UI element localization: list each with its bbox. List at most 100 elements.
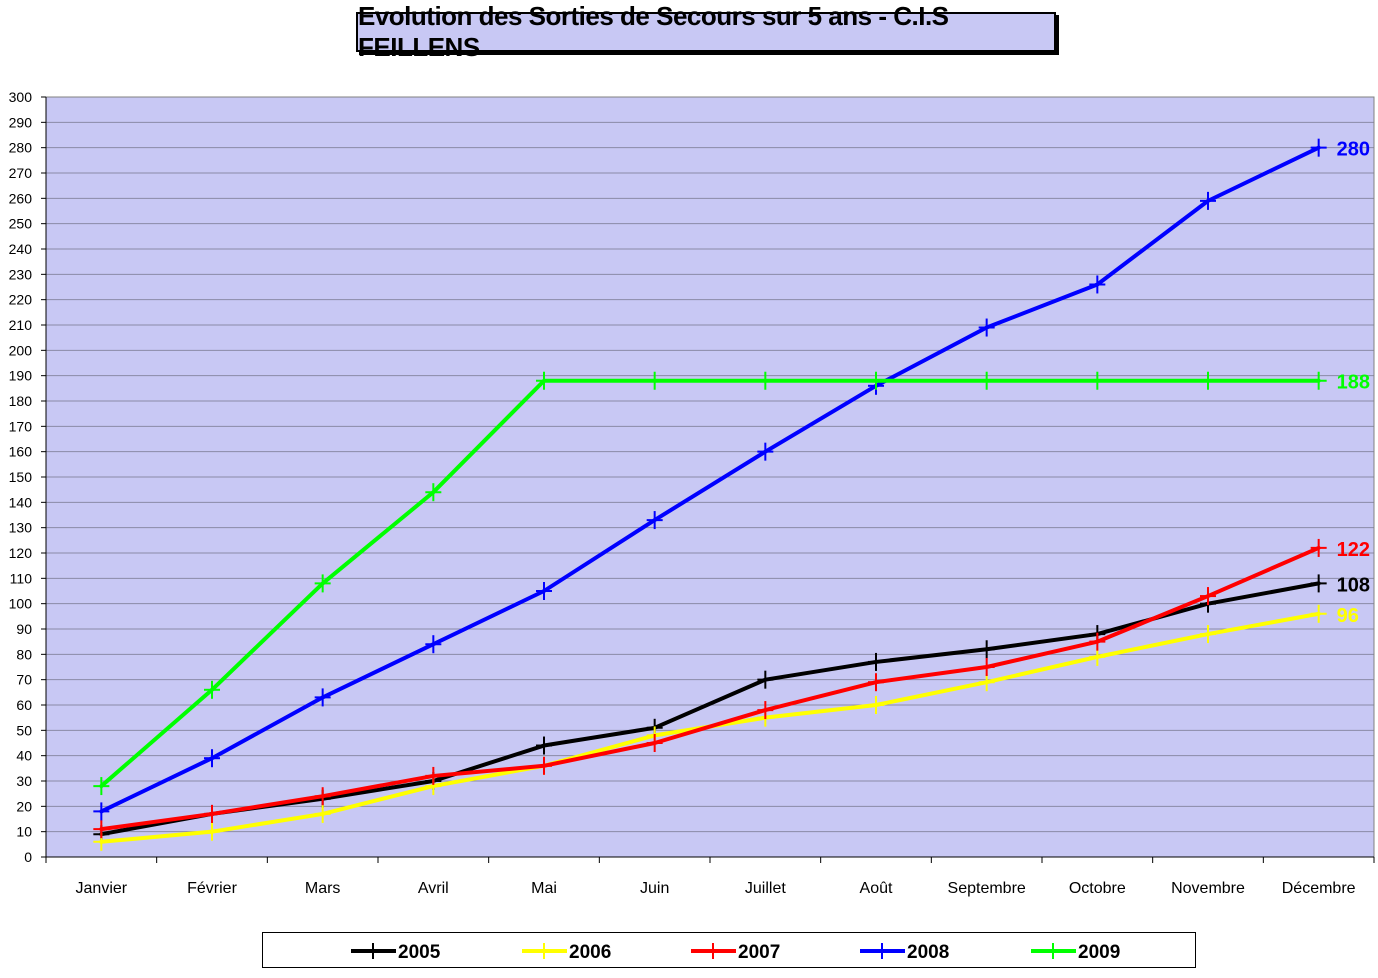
legend-item-2005: 2005: [351, 942, 441, 963]
x-tick-label: Avril: [418, 880, 449, 897]
data-point: [1089, 632, 1106, 651]
y-tick-label: 300: [9, 89, 33, 105]
x-tick-label: Mai: [531, 880, 557, 897]
y-tick-label: 230: [9, 266, 33, 282]
legend-label: 2007: [738, 942, 780, 963]
data-point: [314, 804, 331, 823]
y-tick-label: 240: [9, 241, 33, 257]
series-line: [99, 145, 1321, 814]
data-point: [204, 822, 220, 841]
data-point: [425, 483, 442, 502]
data-point: [314, 688, 331, 707]
series-line: [99, 581, 1321, 837]
y-tick-label: 120: [9, 545, 33, 561]
data-point: [536, 371, 552, 390]
y-tick-label: 130: [9, 520, 33, 536]
y-tick-label: 180: [9, 393, 33, 409]
y-tick-label: 150: [9, 469, 33, 485]
data-point: [1310, 604, 1327, 623]
data-point: [757, 670, 774, 689]
data-point: [978, 640, 995, 659]
legend-label: 2006: [569, 942, 611, 963]
y-tick-labels: 0 10 20 30 40 50 60 70 80 90 100 110 120 130 140 150 160…: [9, 89, 33, 865]
data-point: [1200, 371, 1216, 390]
chart-title: Evolution des Sorties de Secours sur 5 a…: [356, 1, 1056, 62]
data-point: [93, 802, 110, 821]
series-line: [99, 378, 1321, 789]
series-line: [99, 545, 1321, 832]
y-tick-label: 290: [9, 114, 33, 130]
data-point: [868, 696, 884, 714]
y-tick-label: 190: [9, 368, 33, 384]
data-point: [978, 371, 995, 390]
end-labels: 108 96 122 280 188: [1337, 139, 1370, 627]
data-point: [93, 777, 110, 796]
y-tick-label: 30: [16, 773, 32, 789]
data-point: [1310, 371, 1327, 390]
x-tick-labels: Janvier Février Mars Avril Mai Juin Juillet Aoû…: [76, 880, 1356, 897]
legend-item-2007: 2007: [691, 942, 780, 963]
data-point: [868, 371, 884, 390]
y-tick-label: 160: [9, 444, 33, 460]
x-tick-label: Février: [187, 880, 237, 897]
data-point: [314, 787, 331, 806]
data-point: [978, 673, 995, 692]
data-point: [646, 734, 663, 752]
data-point: [1089, 371, 1106, 390]
data-point: [536, 582, 552, 600]
y-tick-label: 50: [16, 722, 32, 738]
data-point: [1089, 647, 1106, 666]
axes: [41, 96, 1375, 863]
legend-item-2009: 2009: [1031, 942, 1120, 963]
x-tick-label: Mars: [305, 880, 341, 897]
x-tick-label: Octobre: [1069, 880, 1126, 897]
data-label: 280: [1337, 139, 1370, 161]
legend-item-2008: 2008: [860, 942, 949, 963]
data-point: [1089, 275, 1106, 294]
y-tick-label: 260: [9, 190, 33, 206]
y-tick-label: 110: [10, 570, 33, 586]
x-tick-label: Janvier: [76, 880, 128, 897]
legend: 2005 2006 2007 2008 2009: [262, 932, 1196, 968]
y-tick-label: 0: [24, 849, 32, 865]
y-tick-label: 270: [9, 165, 33, 181]
series-2007: [93, 538, 1327, 839]
data-label: 188: [1337, 372, 1370, 394]
data-point: [757, 701, 774, 720]
data-point: [978, 318, 995, 337]
data-point: [868, 673, 884, 692]
data-point: [93, 820, 110, 839]
data-point: [425, 766, 442, 785]
y-tick-label: 100: [9, 596, 33, 612]
data-point: [757, 371, 774, 390]
legend-item-2006: 2006: [522, 942, 611, 963]
y-tick-label: 280: [9, 140, 33, 156]
y-tick-label: 250: [9, 216, 33, 232]
data-point: [204, 749, 220, 768]
data-point: [1310, 538, 1327, 557]
data-point: [1310, 138, 1327, 157]
y-tick-label: 170: [9, 418, 33, 434]
x-tick-label: Août: [860, 880, 893, 897]
y-tick-label: 90: [16, 621, 32, 637]
x-tick-label: Juin: [640, 880, 669, 897]
y-tick-label: 60: [16, 697, 32, 713]
gridlines: [46, 96, 1374, 833]
y-tick-label: 70: [16, 672, 32, 688]
x-tick-label: Novembre: [1171, 880, 1245, 897]
data-point: [314, 574, 331, 593]
series-lines: [93, 138, 1327, 851]
y-tick-label: 220: [9, 292, 33, 308]
data-point: [204, 680, 220, 699]
y-tick-label: 40: [16, 748, 32, 764]
data-label: 108: [1337, 574, 1370, 596]
data-point: [757, 442, 774, 461]
data-point: [536, 756, 552, 775]
y-tick-label: 140: [9, 494, 33, 510]
series-2009: [93, 371, 1327, 796]
data-point: [646, 511, 663, 530]
data-point: [425, 635, 442, 654]
data-point: [1200, 191, 1216, 210]
data-point: [868, 652, 884, 671]
